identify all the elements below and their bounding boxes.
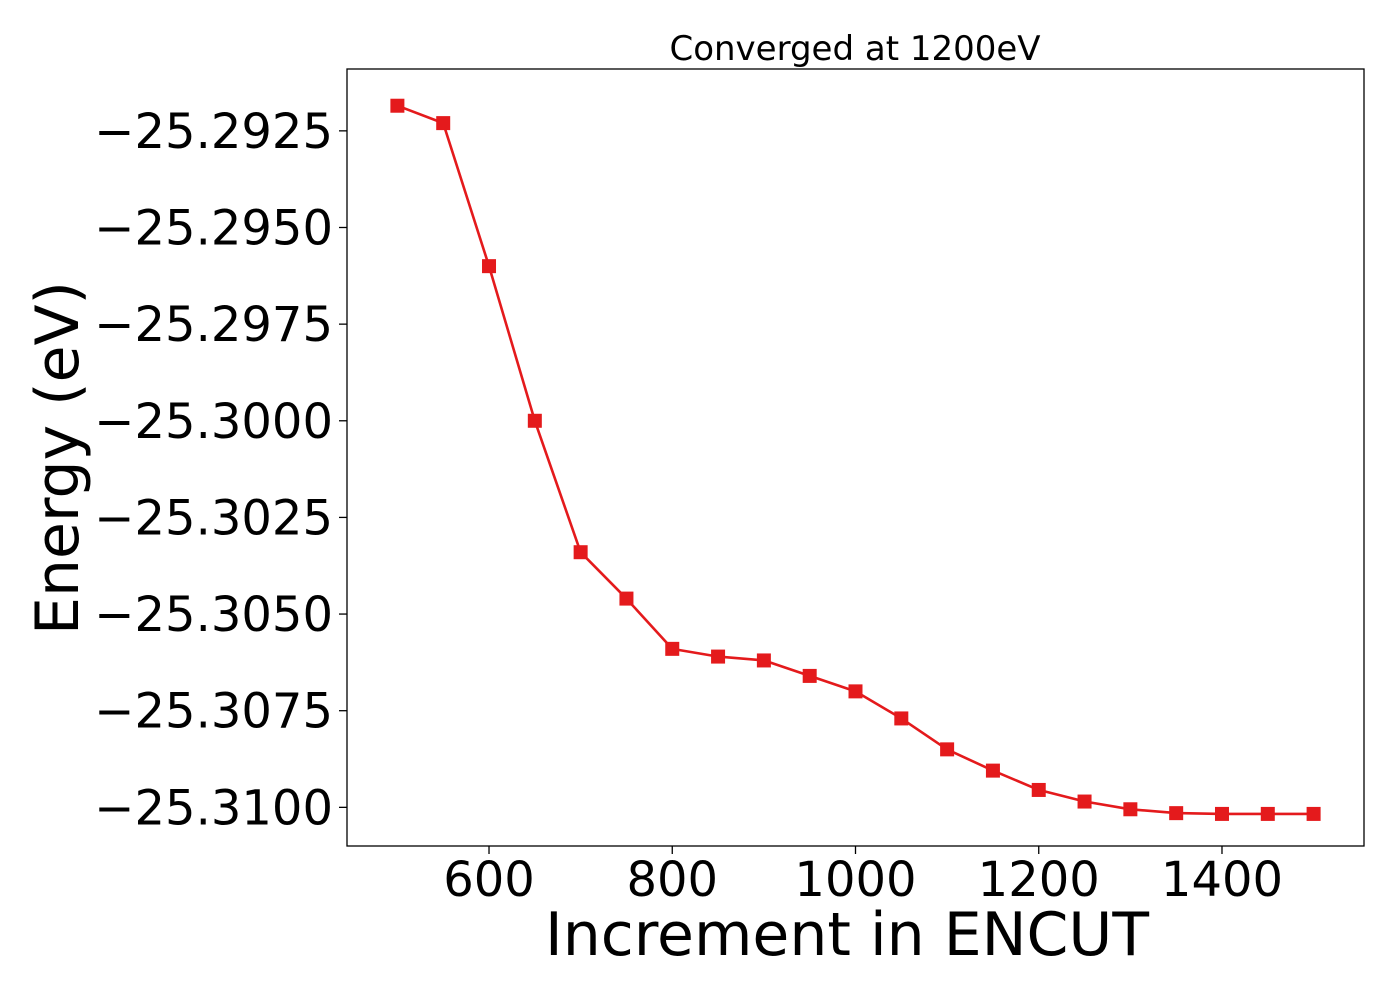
y-axis-label: Energy (eV) [23,281,93,635]
data-point-marker [1214,806,1229,821]
data-point-marker [390,98,405,113]
data-point-marker [573,545,588,560]
x-tick-label: 800 [626,852,718,908]
data-point-marker [665,641,680,656]
x-tick-label: 600 [443,852,535,908]
y-tick-label: −25.2925 [94,104,333,160]
data-point-marker [985,763,1000,778]
y-tick-label: −25.2975 [94,297,333,353]
data-point-marker [894,711,909,726]
data-series [390,98,1321,821]
data-point-marker [711,649,726,664]
chart-title: Converged at 1200eV [669,29,1040,69]
x-tick-label: 1400 [1161,852,1283,908]
data-point-marker [619,591,634,606]
data-point-marker [482,259,497,274]
x-tick-label: 1200 [978,852,1100,908]
data-point-marker [1123,802,1138,817]
data-point-marker [527,413,542,428]
data-point-marker [436,116,451,131]
y-tick-label: −25.3000 [94,394,333,450]
data-point-marker [1169,806,1184,821]
x-axis-label: Increment in ENCUT [545,900,1149,970]
y-axis: −25.2925 −25.2950 −25.2975 −25.3000 −25.3025… [94,104,347,836]
data-point-marker [1306,806,1321,821]
data-point-marker [1260,806,1275,821]
y-tick-label: −25.3025 [94,490,333,546]
x-axis: 600 800 1000 1200 1400 [443,846,1283,908]
data-point-marker [1031,782,1046,797]
y-tick-label: −25.3050 [94,587,333,643]
series-line [396,104,1314,816]
data-point-marker [940,742,955,757]
plot-area [346,68,1365,847]
data-point-marker [756,653,771,668]
y-tick-label: −25.2950 [94,200,333,256]
y-tick-label: −25.3075 [94,684,333,740]
data-point-marker [802,668,817,683]
data-point-marker [848,684,863,699]
data-point-marker [1077,794,1092,809]
x-tick-label: 1000 [794,852,916,908]
y-tick-label: −25.3100 [94,780,333,836]
